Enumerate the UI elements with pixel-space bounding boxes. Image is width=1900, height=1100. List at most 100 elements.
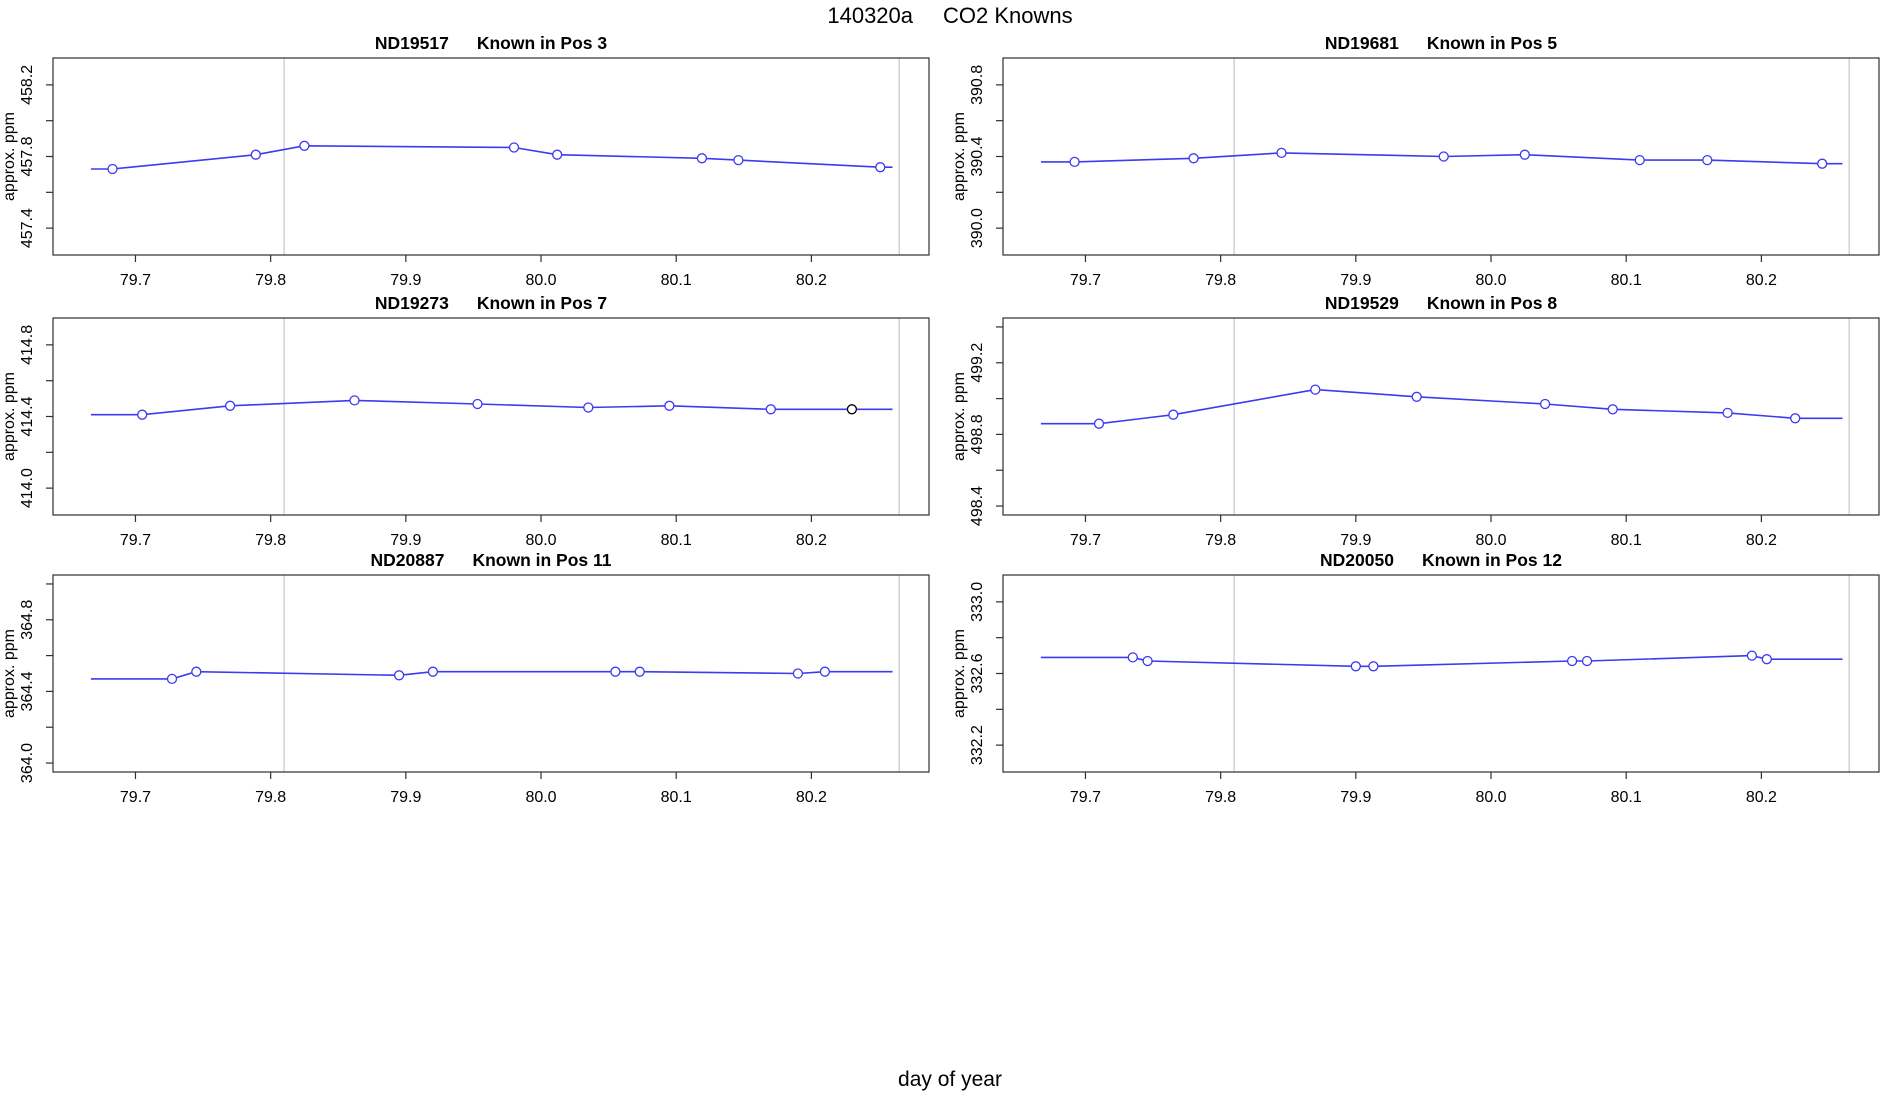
data-point <box>819 666 831 677</box>
data-point <box>472 398 483 410</box>
data-point <box>1722 407 1733 419</box>
data-point <box>508 142 520 153</box>
panel-title-subtitle: Known in Pos 3 <box>477 33 608 53</box>
subplot-ND20050: 79.7 79.8 79.9 80.0 80.1 80.2 332.2 332.6 333.0a… <box>951 550 1880 806</box>
data-point <box>1127 652 1138 663</box>
x-tick-label: 79.9 <box>390 789 421 806</box>
y-tick-label: 390.0 <box>969 208 986 248</box>
data-point <box>299 140 310 151</box>
subplot-ND19517: 79.7 79.8 79.9 80.0 80.1 80.2 457.4 457.8 458.2a… <box>1 33 930 289</box>
x-tick-label: 80.2 <box>796 789 827 806</box>
data-point <box>1276 147 1287 159</box>
x-tick-label: 80.1 <box>661 272 692 289</box>
x-tick-label: 80.0 <box>1475 789 1506 806</box>
plot-box <box>52 57 930 256</box>
panel-title-id: ND19517 <box>375 33 449 53</box>
x-tick-label: 79.8 <box>255 789 286 806</box>
data-point <box>1093 418 1105 429</box>
panel-title-subtitle: Known in Pos 5 <box>1427 33 1558 53</box>
x-tick-label: 79.8 <box>1205 789 1236 806</box>
x-tick-label: 79.7 <box>120 789 151 806</box>
y-axis-title: approx. ppm <box>951 629 968 718</box>
data-point <box>1310 384 1321 395</box>
y-axis-title: approx. ppm <box>951 372 968 461</box>
panel-title-id: ND19273 <box>375 293 449 313</box>
data-point <box>1634 154 1645 166</box>
x-tick-label: 80.2 <box>1746 272 1777 289</box>
data-point <box>552 149 563 160</box>
x-tick-label: 79.8 <box>255 272 286 289</box>
y-axis-title: approx. ppm <box>951 112 968 201</box>
data-point <box>1746 650 1758 661</box>
data-point <box>1519 149 1530 160</box>
y-tick-label: 390.4 <box>969 136 986 176</box>
y-tick-label: 457.4 <box>19 208 36 248</box>
data-point <box>224 400 236 411</box>
data-point <box>107 163 118 175</box>
x-tick-label: 80.1 <box>661 789 692 806</box>
data-point <box>1168 409 1179 420</box>
x-tick-label: 79.9 <box>1340 272 1371 289</box>
data-point <box>1368 661 1379 672</box>
data-point <box>1607 404 1618 415</box>
plot-box <box>1002 317 1880 516</box>
x-tick-label: 80.2 <box>1746 532 1777 549</box>
x-tick-label: 80.0 <box>1475 532 1506 549</box>
x-tick-label: 80.1 <box>1611 789 1642 806</box>
x-axis-title: day of year <box>898 1068 1002 1091</box>
y-tick-label: 498.8 <box>969 414 986 454</box>
data-point <box>733 154 744 166</box>
data-line <box>1040 152 1843 165</box>
x-tick-label: 79.7 <box>120 272 151 289</box>
y-tick-label: 333.0 <box>969 582 986 622</box>
x-tick-label: 80.0 <box>525 272 556 289</box>
data-line <box>1040 654 1843 668</box>
y-tick-label: 414.8 <box>19 325 36 365</box>
x-tick-label: 79.8 <box>1205 532 1236 549</box>
data-point <box>1539 398 1551 410</box>
data-point <box>664 400 675 411</box>
panel-title-subtitle: Known in Pos 11 <box>472 550 611 570</box>
data-point <box>875 162 886 173</box>
x-tick-label: 79.7 <box>120 532 151 549</box>
main-title-run-id: 140320a <box>827 3 914 28</box>
plot-box <box>52 317 930 516</box>
x-tick-label: 80.1 <box>1611 272 1642 289</box>
panel-title: ND19529 Known in Pos 8 <box>1325 293 1558 313</box>
x-tick-label: 80.0 <box>525 789 556 806</box>
data-point <box>427 666 439 677</box>
panel-title: ND20887 Known in Pos 11 <box>370 550 611 570</box>
x-tick-label: 80.1 <box>1611 532 1642 549</box>
main-title: 140320a CO2 Knowns <box>0 2 1900 30</box>
y-axis-title: approx. ppm <box>1 112 18 201</box>
data-point <box>696 153 708 164</box>
y-axis-title: approx. ppm <box>1 629 18 718</box>
plot-box <box>1002 574 1880 773</box>
y-tick-label: 390.8 <box>969 65 986 105</box>
data-point <box>610 666 621 677</box>
x-tick-label: 80.2 <box>1746 789 1777 806</box>
data-point <box>1702 154 1713 166</box>
x-tick-label: 79.7 <box>1070 789 1101 806</box>
data-point <box>1188 153 1199 164</box>
panel-title-subtitle: Known in Pos 7 <box>477 293 607 313</box>
y-tick-label: 364.8 <box>19 600 36 640</box>
data-line <box>90 399 893 416</box>
x-tick-label: 79.8 <box>1205 272 1236 289</box>
data-point <box>191 666 202 677</box>
data-point <box>1581 655 1593 667</box>
y-tick-label: 414.0 <box>19 468 36 508</box>
x-tick-label: 79.9 <box>1340 532 1371 549</box>
data-line <box>1040 388 1843 425</box>
data-point <box>1790 413 1801 424</box>
subplot-ND19681: 79.7 79.8 79.9 80.0 80.1 80.2 390.0 390.4 390.8a… <box>951 33 1880 289</box>
data-point <box>1350 661 1361 672</box>
panel-title-subtitle: Known in Pos 12 <box>1422 550 1562 570</box>
y-tick-label: 364.0 <box>19 743 36 783</box>
data-point <box>166 673 178 685</box>
x-tick-label: 79.9 <box>1340 789 1371 806</box>
subplot-ND19273: 79.7 79.8 79.9 80.0 80.1 80.2 414.0 414.4 414.8a… <box>1 293 930 549</box>
data-point <box>792 668 804 679</box>
panel-title-id: ND19681 <box>1325 33 1399 53</box>
